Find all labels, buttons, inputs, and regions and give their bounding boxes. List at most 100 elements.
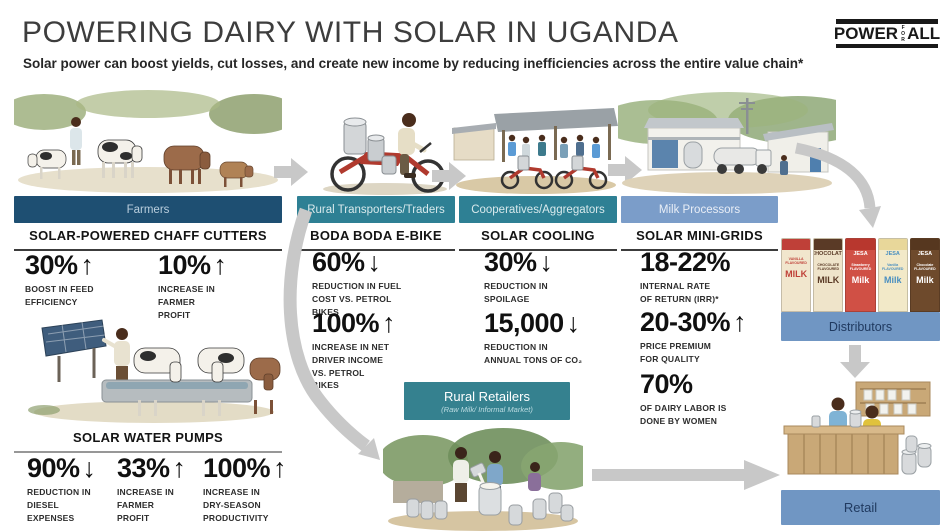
- stage-farmers-label: Farmers: [126, 203, 170, 216]
- up-arrow-icon: ↑: [172, 453, 187, 483]
- milk-carton: VANILLA FLAVOURED MILK: [781, 238, 812, 312]
- logo-word-all: ALL: [907, 23, 941, 43]
- stat-value: 18-22%: [640, 247, 731, 277]
- flow-arrow-to-retail-icon: [592, 460, 780, 490]
- down-arrow-icon: ↓: [82, 453, 97, 483]
- stat-value: 100% ↑: [312, 308, 396, 338]
- up-arrow-icon: ↑: [213, 250, 228, 280]
- carton-flap: [910, 239, 940, 250]
- section-heading-minigrids: SOLAR MINI-GRIDS: [621, 228, 778, 251]
- milk-carton: JESA Chocolate FLAVOURED Milk: [909, 238, 941, 312]
- logo-word-power: POWER: [833, 23, 899, 43]
- curved-arrow-to-rural-retailers-icon: [283, 207, 380, 460]
- distributors-label: Distributors: [828, 319, 893, 334]
- page-title: POWERING DAIRY WITH SOLAR IN UGANDA: [22, 16, 679, 49]
- carton-flavor: CHOCOLATE FLAVOURED: [817, 263, 840, 272]
- carton-brand: JESA: [917, 251, 933, 257]
- logo-top-bar: [836, 19, 938, 24]
- stat-label: PRICE PREMIUM FOR QUALITY: [640, 341, 712, 364]
- stat-value: 60% ↓: [312, 247, 382, 277]
- carton-flavor: VANILLA FLAVOURED: [785, 257, 807, 266]
- rural-retailers-label: Rural Retailers: [444, 388, 530, 404]
- stage-rural-transporters: Rural Transporters/Traders: [297, 196, 455, 223]
- carton-flap: [846, 239, 875, 250]
- carton-flap: [782, 239, 811, 250]
- solar-water-pump-illustration: [28, 319, 281, 423]
- down-arrow-icon: ↓: [566, 308, 581, 338]
- cattle-herd-illustration: [14, 90, 282, 193]
- stat-feed-efficiency: 30% ↑ BOOST IN FEED EFFICIENCY: [25, 252, 103, 309]
- stat-spoilage: 30% ↓ REDUCTION IN SPOILAGE: [484, 249, 553, 306]
- stat-dry-season-productivity: 100% ↑ INCREASE IN DRY-SEASON PRODUCTIVIT…: [203, 453, 287, 524]
- down-arrow-icon: ↓: [367, 247, 382, 277]
- stat-price-premium: 20-30% ↑ PRICE PREMIUM FOR QUALITY: [640, 307, 747, 366]
- stat-women-labor: 70% OF DAIRY LABOR IS DONE BY WOMEN: [640, 371, 742, 428]
- stat-fuel-cost: 60% ↓ REDUCTION IN FUEL COST VS. PETROL B…: [312, 249, 412, 318]
- down-arrow-icon: ↓: [539, 247, 554, 277]
- stage-milk-processors-label: Milk Processors: [658, 203, 741, 216]
- rural-retailers-illustration: [383, 428, 583, 531]
- up-arrow-icon: ↑: [733, 307, 747, 337]
- section-heading-water-pumps: SOLAR WATER PUMPS: [14, 430, 282, 453]
- carton-milk-word: Milk: [916, 275, 934, 286]
- carton-brand: CHOCOLATE: [814, 251, 842, 257]
- stat-co2-reduction: 15,000 ↓ REDUCTION IN ANNUAL TONS OF CO₂: [484, 310, 584, 367]
- retail-shop-illustration: [783, 381, 932, 475]
- page-subtitle: Solar power can boost yields, cut losses…: [23, 56, 804, 71]
- node-rural-retailers: Rural Retailers (Raw Milk/ Informal Mark…: [404, 382, 570, 420]
- flow-arrow-down-icon: [840, 345, 870, 378]
- stat-label: INTERNAL RATE OF RETURN (IRR)*: [640, 281, 719, 304]
- stat-irr: 18-22% INTERNAL RATE OF RETURN (IRR)*: [640, 249, 733, 306]
- stat-value: 33% ↑: [117, 453, 187, 483]
- stat-value: 30% ↓: [484, 247, 554, 277]
- carton-flavor: Chocolate FLAVOURED: [914, 263, 936, 272]
- logo-word-for: FOR: [900, 24, 907, 43]
- stat-value: 100% ↑: [203, 453, 287, 483]
- carton-brand: JESA: [853, 251, 868, 257]
- stat-label: INCREASE IN FARMER PROFIT: [158, 284, 215, 320]
- carton-milk-word: MILK: [817, 275, 840, 286]
- stat-value: 30% ↑: [25, 250, 94, 280]
- milk-carton: CHOCOLATE CHOCOLATE FLAVOURED MILK: [813, 238, 844, 312]
- section-heading-cooling: SOLAR COOLING: [459, 228, 617, 251]
- rural-retailers-sublabel: (Raw Milk/ Informal Market): [441, 404, 533, 414]
- flow-arrow-right-icon: [608, 156, 642, 184]
- stage-cooperatives-label: Cooperatives/Aggregators: [471, 203, 605, 216]
- carton-flavor: Vanilla FLAVOURED: [881, 263, 904, 272]
- milk-cartons-illustration: VANILLA FLAVOURED MILK CHOCOLATE CHOCOLA…: [781, 237, 941, 312]
- node-distributors: Distributors: [781, 312, 940, 341]
- carton-milk-word: Milk: [851, 275, 870, 286]
- carton-milk-word: MILK: [785, 269, 808, 280]
- logo-bottom-bar: [836, 43, 938, 49]
- stat-value: 20-30% ↑: [640, 307, 747, 337]
- carton-flap: [878, 239, 907, 250]
- stat-farmer-profit-chaff: 10% ↑ INCREASE IN FARMER PROFIT: [158, 252, 227, 321]
- stat-label: REDUCTION IN DIESEL EXPENSES: [27, 487, 91, 523]
- stat-label: REDUCTION IN SPOILAGE: [484, 281, 548, 304]
- carton-flavor: Strawberry FLAVOURED: [849, 263, 872, 272]
- carton-brand: JESA: [885, 251, 900, 257]
- section-heading-chaff-cutters: SOLAR-POWERED CHAFF CUTTERS: [14, 228, 282, 251]
- up-arrow-icon: ↑: [273, 453, 287, 483]
- stat-driver-income: 100% ↑ INCREASE IN NET DRIVER INCOME VS. …: [312, 308, 396, 392]
- stat-value: 15,000 ↓: [484, 308, 581, 338]
- stat-value: 90% ↓: [27, 453, 97, 483]
- stage-milk-processors: Milk Processors: [621, 196, 778, 223]
- stat-label: REDUCTION IN ANNUAL TONS OF CO₂: [484, 342, 583, 365]
- flow-arrow-right-icon: [432, 162, 466, 190]
- carton-flap: [814, 239, 843, 250]
- powerforall-logo: POWER FOR ALL: [833, 19, 941, 49]
- logo-text: POWER FOR ALL: [833, 23, 941, 44]
- section-heading-boda: BODA BODA E-BIKE: [297, 228, 455, 251]
- curved-arrow-to-distributors-icon: [794, 142, 881, 228]
- stat-value: 70%: [640, 369, 693, 399]
- stat-value: 10% ↑: [158, 250, 228, 280]
- milk-carton: JESA Strawberry FLAVOURED Milk: [845, 238, 876, 312]
- stage-rural-transporters-label: Rural Transporters/Traders: [307, 203, 445, 216]
- flow-arrow-right-icon: [274, 158, 308, 186]
- stat-label: INCREASE IN DRY-SEASON PRODUCTIVITY: [203, 487, 269, 523]
- milk-carton: JESA Vanilla FLAVOURED Milk: [877, 238, 908, 312]
- retail-label: Retail: [843, 500, 878, 515]
- stat-label: OF DAIRY LABOR IS DONE BY WOMEN: [640, 403, 727, 426]
